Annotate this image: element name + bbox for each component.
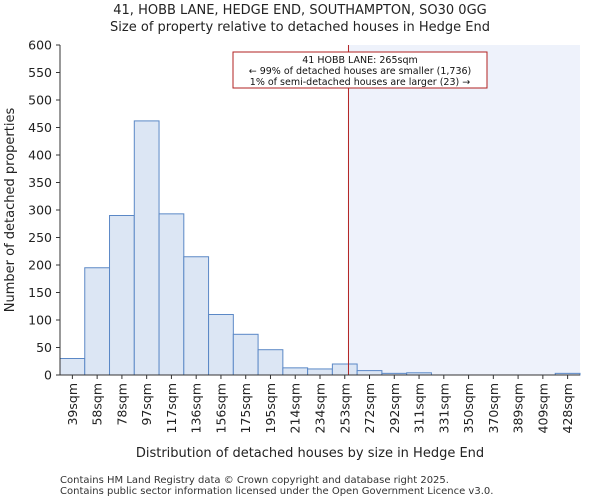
bar-195sqm (257, 349, 284, 376)
x-tick-label: 195sqm (263, 383, 278, 433)
bar-97sqm (133, 120, 160, 376)
x-tick-label: 78sqm (114, 383, 129, 426)
x-tick-label: 234sqm (313, 383, 328, 433)
annotation-box: 41 HOBB LANE: 265sqm ← 99% of detached h… (232, 51, 488, 89)
x-tick-label: 311sqm (412, 383, 427, 433)
y-tick-label: 350 (28, 175, 52, 190)
x-tick-label: 428sqm (560, 383, 575, 433)
footer-line-2: Contains public sector information licen… (60, 486, 493, 497)
x-tick-label: 272sqm (362, 383, 377, 433)
y-tick-label: 50 (36, 340, 52, 355)
bar-272sqm (356, 370, 383, 376)
shaded-region (348, 45, 580, 375)
x-tick-label: 350sqm (461, 383, 476, 433)
annotation-larger: 1% of semi-detached houses are larger (2… (250, 77, 470, 88)
footer-line-1: Contains HM Land Registry data © Crown c… (60, 475, 449, 486)
y-tick-label: 150 (28, 285, 52, 300)
y-tick-label: 100 (28, 313, 52, 328)
x-tick-label: 292sqm (387, 383, 402, 433)
y-tick-label: 300 (28, 203, 52, 218)
x-tick-label: 331sqm (436, 383, 451, 433)
bar-253sqm (331, 363, 358, 376)
x-tick-label: 370sqm (486, 383, 501, 433)
x-tick-label: 117sqm (164, 383, 179, 433)
x-tick-label: 409sqm (535, 383, 550, 433)
x-tick-label: 214sqm (288, 383, 303, 433)
y-tick-label: 250 (28, 230, 52, 245)
bar-58sqm (84, 267, 111, 376)
y-tick-label: 500 (28, 93, 52, 108)
x-tick-label: 253sqm (337, 383, 352, 433)
bar-78sqm (109, 215, 135, 376)
bar-234sqm (307, 368, 333, 376)
x-tick-label: 97sqm (139, 383, 154, 426)
chart-subtitle: Size of property relative to detached ho… (110, 20, 490, 35)
x-tick-label: 58sqm (90, 383, 105, 426)
x-axis-ticks: 39sqm 58sqm 78sqm 97sqm 117sqm 136sqm 156sqm 17… (65, 375, 575, 433)
y-tick-label: 0 (44, 368, 52, 383)
bar-175sqm (232, 333, 259, 376)
bar-39sqm (59, 358, 86, 376)
bar-214sqm (282, 367, 309, 376)
bar-156sqm (208, 314, 234, 376)
bar-136sqm (183, 256, 210, 376)
x-tick-label: 156sqm (213, 383, 228, 433)
x-tick-label: 136sqm (189, 383, 204, 433)
annotation-title: 41 HOBB LANE: 265sqm (302, 55, 418, 66)
y-axis-ticks: 0 50 100 150 200 250 300 350 400 450 500 550 600 (28, 38, 60, 383)
annotation-border (232, 51, 488, 89)
y-tick-label: 600 (28, 38, 52, 53)
annotation-smaller: ← 99% of detached houses are smaller (1,… (249, 66, 472, 77)
y-tick-label: 200 (28, 258, 52, 273)
y-tick-label: 400 (28, 148, 52, 163)
x-tick-label: 39sqm (65, 383, 80, 426)
chart-title: 41, HOBB LANE, HEDGE END, SOUTHAMPTON, S… (113, 3, 486, 18)
y-tick-label: 550 (28, 65, 52, 80)
y-tick-label: 450 (28, 120, 52, 135)
x-tick-label: 389sqm (511, 383, 526, 433)
bar-117sqm (158, 213, 185, 376)
y-axis-label: Number of detached properties (3, 108, 18, 313)
x-axis-label: Distribution of detached houses by size … (136, 446, 484, 461)
x-tick-label: 175sqm (238, 383, 253, 433)
histogram-bars (59, 120, 581, 376)
larger-region-shade (348, 45, 580, 375)
